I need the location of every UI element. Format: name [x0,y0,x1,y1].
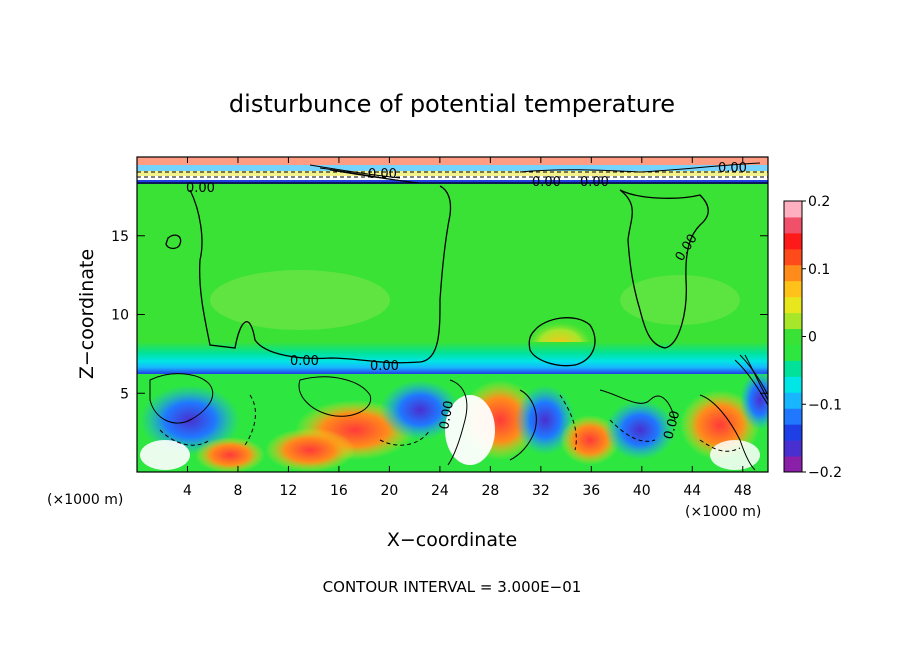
colorbar-segment [784,376,802,393]
colorbar-tick-label: −0.1 [808,397,842,413]
colorbar-segment [784,344,802,361]
x-axis: 4 8 12 16 20 24 28 32 36 40 44 48 [183,157,752,499]
colorbar-segment [784,328,802,345]
x-tick-label: 24 [431,483,449,499]
x-tick-label: 32 [532,483,550,499]
x-axis-unit-right: (×1000 m) [685,504,761,520]
colorbar-segment [784,216,802,234]
x-tick-label: 8 [233,483,242,499]
y-axis-label: Z−coordinate [76,249,98,379]
x-tick-label: 20 [380,483,398,499]
colorbar-segment [784,201,802,218]
colorbar-segment [784,440,802,457]
x-tick-label: 28 [481,483,499,499]
y-axis: 5 10 15 [111,229,768,402]
colorbar-segment [784,264,802,282]
contour-label: 0.00 [532,175,561,190]
colorbar-segment [784,360,802,377]
contour-interval-label: CONTOUR INTERVAL = 3.000E−01 [323,578,582,596]
x-tick-label: 36 [582,483,600,499]
contour-label: 0.00 [290,354,319,369]
colorbar-segment [784,312,802,330]
contour-label: 0.00 [186,181,215,196]
contour-label: 0.00 [368,167,397,182]
contour-label: 0.00 [580,175,609,190]
y-tick-label: 15 [111,229,129,245]
colorbar-segment [784,392,802,409]
contour-labels: 0.00 0.00 0.00 0.00 0.00 0.00 0.00 0.00 … [186,161,747,441]
colorbar-segment [784,456,802,473]
chart-title: disturbunce of potential temperature [229,90,675,118]
contour-label: 0.00 [437,400,457,431]
colorbar-segment [784,296,802,314]
colorbar-tick-label: −0.2 [808,465,842,481]
heatmap-field [137,157,768,472]
colorbar-tick-label: 0.2 [808,194,830,210]
x-axis-label: X−coordinate [387,529,517,551]
colorbar-segment [784,232,802,250]
colorbar: 0.2 0.1 0 −0.1 −0.2 [783,194,842,481]
x-axis-unit-left: (×1000 m) [47,492,123,508]
x-tick-label: 16 [330,483,348,499]
y-tick-label: 10 [111,308,129,324]
contour-label: 0.00 [661,409,683,441]
colorbar-segment [784,424,802,441]
colorbar-segment [784,408,802,425]
colorbar-tick-label: 0.1 [808,262,830,278]
contour-label: 0.00 [370,359,399,374]
x-tick-label: 48 [734,483,752,499]
x-tick-label: 40 [633,483,651,499]
x-tick-label: 44 [683,483,701,499]
colorbar-segment [784,248,802,266]
y-tick-label: 5 [120,386,129,402]
x-tick-label: 12 [280,483,298,499]
colorbar-segment [784,280,802,298]
x-tick-label: 4 [183,483,192,499]
colorbar-tick-label: 0 [808,330,817,346]
contour-label: 0.00 [718,161,747,176]
